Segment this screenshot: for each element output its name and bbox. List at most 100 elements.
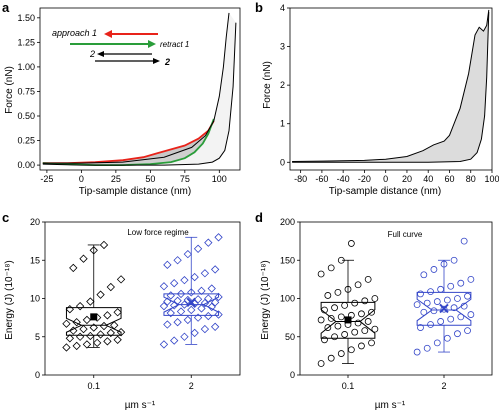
panel-a-series-2 — [42, 12, 230, 164]
panel-b-ytick-label-0: 0 — [280, 157, 285, 167]
panel-b-xtick-label-0: -80 — [294, 174, 307, 184]
panel-b-xtick-label-7: 60 — [444, 174, 454, 184]
panel-d-point-1-5 — [464, 327, 471, 335]
panel-d-point-1-3 — [443, 334, 451, 342]
panel-c-point-1-21 — [200, 298, 210, 308]
panel-c-point-0-26 — [96, 290, 105, 299]
panel-d-point-1-30 — [430, 266, 438, 273]
panel-d-xtick-label-1: 2 — [441, 381, 446, 391]
panel-d-point-1-12 — [420, 308, 428, 316]
panel-d-point-1-24 — [427, 288, 434, 296]
panel-d-point-1-1 — [423, 344, 431, 352]
panel-c-point-0-7 — [75, 332, 85, 341]
panel-c-point-1-14 — [187, 305, 196, 315]
panel-d-point-0-27 — [361, 297, 369, 305]
panel-c-point-0-3 — [92, 338, 102, 348]
panel-d-ytick-label-0: 0 — [290, 370, 295, 380]
panel-d-mean-0 — [344, 316, 352, 324]
panel-c-point-1-23 — [163, 297, 172, 306]
panel-d-point-1-11 — [467, 311, 475, 318]
panel-b-xtick-label-8: 80 — [466, 174, 476, 184]
panel-c-point-1-43 — [193, 244, 203, 253]
panel-d-point-0-30 — [334, 288, 342, 296]
panel-d-point-1-22 — [464, 292, 471, 300]
panel-d-point-1-14 — [440, 305, 448, 313]
legend-arrow-2a — [97, 51, 104, 57]
panel-a-xtick-label-0: -25 — [40, 174, 53, 184]
panel-c-point-1-39 — [210, 265, 220, 274]
panel-letter-c: c — [2, 210, 9, 225]
panel-c-point-0-30 — [79, 254, 88, 263]
panel-c-point-0-11 — [116, 327, 126, 337]
panel-c-point-0-14 — [89, 323, 98, 332]
panel-d-ytick-label-4: 200 — [280, 217, 295, 227]
panel-c-point-0-6 — [65, 334, 75, 343]
panel-d-point-0-31 — [344, 285, 352, 293]
panel-d-point-0-29 — [324, 292, 332, 299]
plot-layer: -25 0 25 50 75 1000.000.250.500.751.001.251.5… — [17, 3, 499, 391]
panel-b-xtick-label-5: 20 — [402, 174, 412, 184]
panel-c-point-1-18 — [170, 301, 179, 310]
panel-b-ytick-label-1: 1 — [280, 119, 285, 129]
panel-d-point-0-3 — [347, 346, 355, 354]
panel-a-frame — [39, 7, 241, 171]
panel-c-point-0-22 — [113, 308, 122, 317]
panel-d-point-0-7 — [331, 333, 338, 341]
panel-c-point-0-25 — [86, 297, 95, 306]
panel-d-point-1-13 — [430, 307, 438, 315]
panel-c-point-1-27 — [204, 294, 213, 303]
panel-d-point-1-20 — [443, 296, 451, 304]
panel-d-box-0 — [320, 301, 376, 339]
panel-d-point-0-12 — [324, 324, 332, 331]
panel-c-ytick-label-1: 5 — [35, 332, 40, 342]
panel-c-point-1-33 — [207, 284, 216, 293]
panel-d-point-0-5 — [368, 339, 375, 347]
panel-c-point-1-45 — [214, 233, 223, 242]
panel-a-ytick-label-5: 1.25 — [17, 37, 35, 47]
panel-a-area-fill-1 — [42, 12, 236, 166]
panel-c-point-0-24 — [75, 301, 85, 311]
panel-b-ytick-label-3: 3 — [280, 42, 285, 52]
panel-a-ytick-label-1: 0.25 — [17, 136, 35, 146]
panel-d-point-1-31 — [440, 260, 448, 268]
panel-c-point-0-0 — [62, 343, 71, 352]
panel-letter-d: d — [255, 210, 263, 225]
panel-c-ytick-label-3: 15 — [30, 255, 40, 265]
panel-d-point-0-37 — [347, 240, 355, 247]
panel-d-point-0-33 — [364, 275, 372, 283]
panel-c-point-1-3 — [190, 328, 199, 338]
panel-c-ytick-label-2: 10 — [30, 294, 40, 304]
panel-a-legend: approach 1 retract 1 2 2 — [52, 28, 189, 67]
panel-c-point-0-5 — [113, 335, 122, 344]
panel-c-point-1-0 — [159, 340, 169, 349]
panel-d-ytick-label-2: 100 — [280, 294, 295, 304]
panel-c-mean-0 — [90, 313, 98, 321]
panel-c-point-1-41 — [173, 256, 182, 265]
panel-c-point-1-6 — [163, 320, 172, 329]
panel-d-point-0-22 — [368, 308, 375, 316]
panel-d-point-1-27 — [457, 279, 465, 287]
panel-c-point-1-42 — [183, 249, 193, 259]
panel-c-ytick-label-4: 20 — [30, 217, 40, 227]
panel-c-xtick-label-1: 2 — [189, 381, 194, 391]
panel-c-point-0-27 — [106, 282, 115, 292]
panel-d-point-1-19 — [433, 298, 441, 305]
panel-letter-a: a — [2, 0, 10, 15]
panel-c-point-1-8 — [183, 315, 193, 325]
panel-d-xlabel: µm s⁻¹ — [375, 400, 406, 411]
panel-d-point-0-28 — [371, 295, 379, 302]
panel-d-point-0-18 — [327, 314, 335, 322]
panel-d-point-1-16 — [460, 302, 468, 310]
panel-a-ytick-label-0: 0.00 — [17, 160, 35, 170]
panel-d-xtick-label-0: 0.1 — [342, 381, 355, 391]
panel-d-point-1-21 — [454, 295, 461, 302]
panel-d-point-0-26 — [351, 299, 359, 307]
panel-c-point-1-5 — [210, 322, 220, 331]
panel-d-ytick-label-3: 150 — [280, 255, 295, 265]
panel-c-point-1-32 — [197, 286, 206, 296]
panel-d-point-0-6 — [321, 336, 328, 344]
panel-d-point-1-10 — [457, 313, 465, 321]
panel-d-point-0-25 — [341, 301, 349, 309]
panel-d-point-0-1 — [327, 354, 335, 362]
